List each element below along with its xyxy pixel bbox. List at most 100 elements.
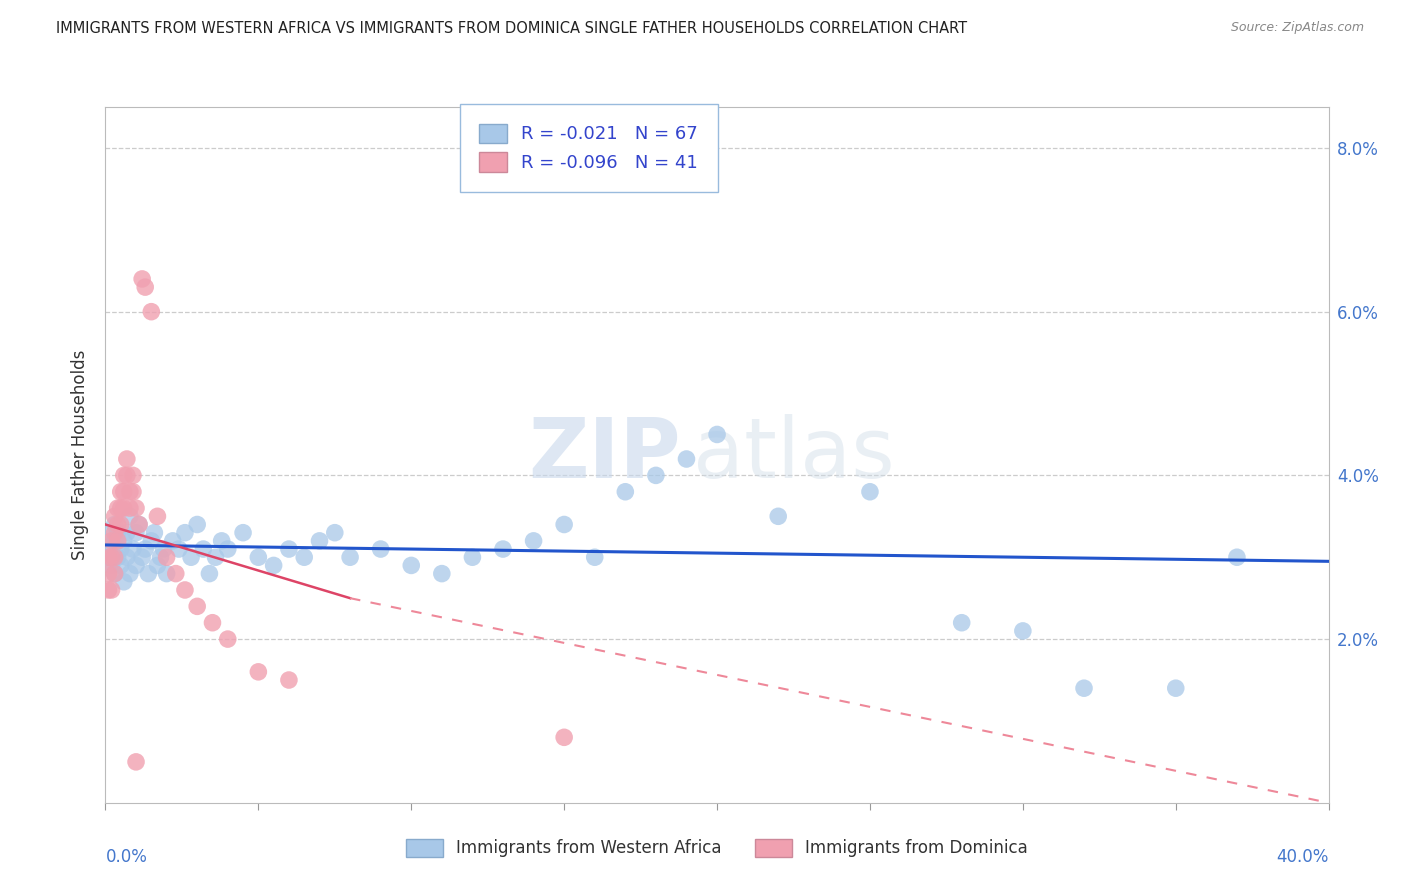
Point [112, 501, 135, 516]
Point [430, 566, 453, 581]
Point [125, 525, 148, 540]
Point [112, 574, 135, 589]
Point [198, 566, 221, 581]
Point [104, 566, 127, 581]
Point [107, 533, 129, 548]
Point [104, 533, 127, 548]
Point [97, 550, 120, 565]
Point [292, 550, 315, 565]
Point [110, 484, 132, 499]
Point [186, 599, 208, 614]
Point [107, 501, 129, 516]
Point [859, 484, 882, 499]
Y-axis label: Single Father Households: Single Father Households [72, 350, 90, 560]
Point [136, 566, 159, 581]
Point [104, 550, 127, 565]
Point [141, 304, 163, 318]
Point [97, 582, 120, 597]
Point [112, 533, 135, 548]
Point [122, 484, 145, 499]
Point [110, 517, 132, 532]
Point [100, 582, 122, 597]
Point [97, 542, 120, 557]
Point [174, 525, 197, 540]
Point [523, 533, 546, 548]
Point [100, 550, 122, 565]
Point [128, 517, 150, 532]
Point [112, 468, 135, 483]
Point [149, 550, 172, 565]
Point [165, 566, 187, 581]
Point [146, 558, 169, 573]
Point [553, 731, 575, 745]
Point [155, 550, 177, 565]
Point [107, 517, 129, 532]
Point [204, 550, 226, 565]
Point [263, 558, 285, 573]
Point [100, 558, 122, 573]
Point [110, 501, 132, 516]
Point [706, 427, 728, 442]
Point [644, 468, 666, 483]
Point [186, 517, 208, 532]
Point [308, 533, 330, 548]
Point [768, 509, 790, 524]
Point [614, 484, 637, 499]
Point [118, 501, 141, 516]
Point [1226, 550, 1249, 565]
Point [143, 525, 166, 540]
Point [553, 517, 575, 532]
Point [167, 542, 190, 557]
Point [112, 484, 135, 499]
Point [110, 542, 132, 557]
Point [211, 533, 233, 548]
Point [97, 550, 120, 565]
Point [100, 525, 122, 540]
Text: 0.0%: 0.0% [105, 848, 148, 866]
Point [122, 468, 145, 483]
Point [104, 509, 127, 524]
Point [1073, 681, 1095, 696]
Point [125, 558, 148, 573]
Point [104, 525, 127, 540]
Point [217, 632, 239, 646]
Text: atlas: atlas [693, 415, 894, 495]
Point [232, 525, 254, 540]
Point [125, 501, 148, 516]
Point [115, 452, 138, 467]
Point [278, 542, 301, 557]
Point [107, 550, 129, 565]
Point [492, 542, 515, 557]
Point [134, 542, 156, 557]
Text: IMMIGRANTS FROM WESTERN AFRICA VS IMMIGRANTS FROM DOMINICA SINGLE FATHER HOUSEHO: IMMIGRANTS FROM WESTERN AFRICA VS IMMIGR… [56, 21, 967, 37]
Point [104, 517, 127, 532]
Point [201, 615, 224, 630]
Point [134, 280, 156, 294]
Point [339, 550, 361, 565]
Point [131, 272, 153, 286]
Point [155, 566, 177, 581]
Text: 40.0%: 40.0% [1277, 848, 1329, 866]
Point [401, 558, 423, 573]
Point [461, 550, 484, 565]
Point [122, 542, 145, 557]
Point [118, 509, 141, 524]
Point [141, 533, 163, 548]
Point [115, 525, 138, 540]
Text: Source: ZipAtlas.com: Source: ZipAtlas.com [1230, 21, 1364, 35]
Point [128, 517, 150, 532]
Legend: Immigrants from Western Africa, Immigrants from Dominica: Immigrants from Western Africa, Immigran… [399, 832, 1035, 864]
Point [1011, 624, 1033, 638]
Point [583, 550, 606, 565]
Point [115, 468, 138, 483]
Point [162, 533, 184, 548]
Point [125, 755, 148, 769]
Point [180, 550, 202, 565]
Point [247, 665, 270, 679]
Point [100, 533, 122, 548]
Point [110, 558, 132, 573]
Point [97, 566, 120, 581]
Point [323, 525, 346, 540]
Point [370, 542, 392, 557]
Point [193, 542, 215, 557]
